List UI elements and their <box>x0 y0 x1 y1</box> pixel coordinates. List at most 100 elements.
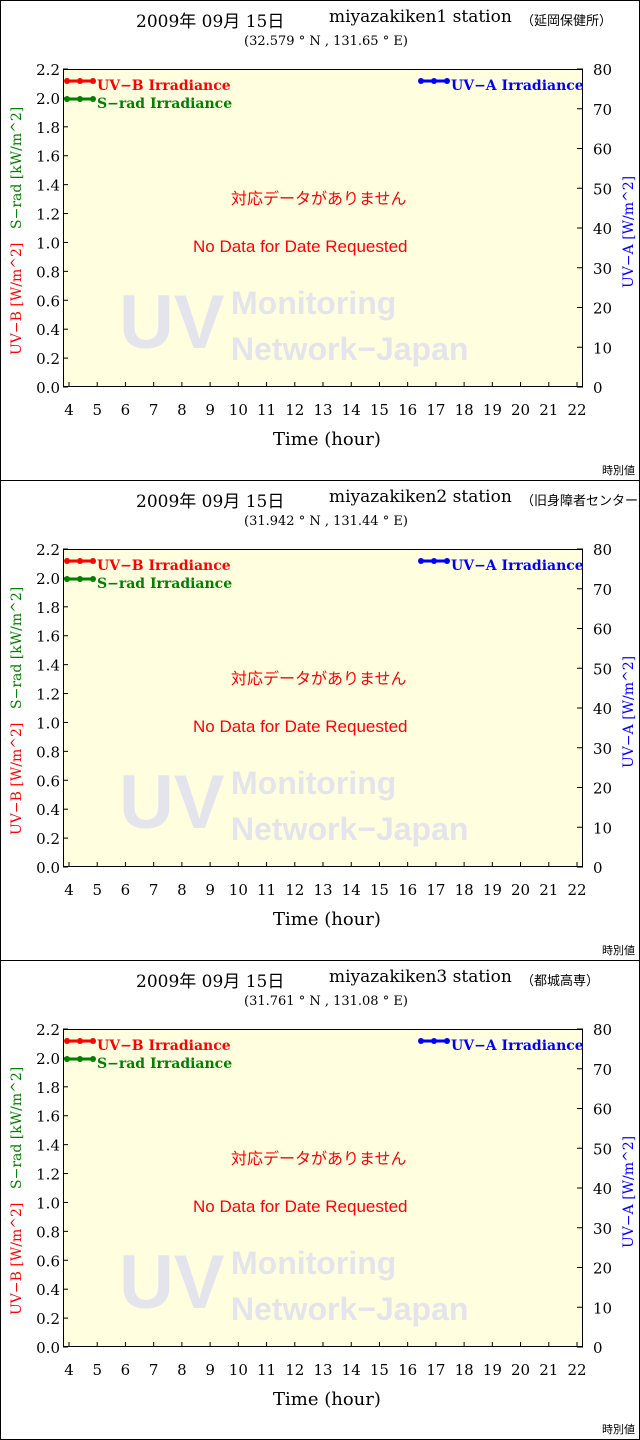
y-left-tick-label: 2.2 <box>36 541 60 559</box>
x-tick-label: 17 <box>426 1361 445 1379</box>
x-tick-label: 6 <box>121 401 131 419</box>
y-right-tick-label: 20 <box>593 300 612 318</box>
y-left-tick-label: 1.6 <box>36 148 60 166</box>
x-tick-label: 18 <box>455 1361 474 1379</box>
x-tick-label: 13 <box>313 1361 332 1379</box>
y-right-tick-label: 10 <box>593 1299 612 1317</box>
no-data-jp: 対応データがありません <box>231 1149 407 1168</box>
legend-marker <box>64 558 70 564</box>
x-tick-label: 16 <box>398 401 417 419</box>
y-left-tick-label: 0.8 <box>36 743 60 761</box>
y-left-tick-label: 2.2 <box>36 1021 60 1039</box>
y-left-tick-label: 0.4 <box>36 801 60 819</box>
legend-marker <box>77 1056 83 1062</box>
y-right-tick-label: 0 <box>593 859 603 877</box>
y-left-tick-label: 0.2 <box>36 830 60 848</box>
y-right-tick-label: 80 <box>593 541 612 559</box>
x-tick-label: 13 <box>313 881 332 899</box>
y-left-tick-label: 2.0 <box>36 570 60 588</box>
legend-label: S−rad Irradiance <box>97 96 232 112</box>
y-left-tick-label: 2.0 <box>36 90 60 108</box>
x-tick-label: 12 <box>285 881 304 899</box>
y-left-tick-label: 0.0 <box>36 379 60 397</box>
y-left-tick-label: 1.8 <box>36 599 60 617</box>
y-right-tick-label: 40 <box>593 700 612 718</box>
watermark-monitoring: Monitoring <box>231 1245 397 1281</box>
chart-panel: 2009年 09月 15日 miyazakiken3 station （都城高専） … <box>0 960 640 1440</box>
x-tick-label: 11 <box>257 401 276 419</box>
legend-marker <box>431 558 437 564</box>
plot-area <box>63 69 583 387</box>
x-tick-label: 15 <box>370 1361 389 1379</box>
y-right-tick-label: 80 <box>593 1021 612 1039</box>
legend-label: S−rad Irradiance <box>97 576 232 592</box>
x-tick-label: 21 <box>539 1361 558 1379</box>
watermark-uv: UV <box>119 1240 225 1325</box>
y-right-tick-label: 70 <box>593 1061 612 1079</box>
legend-marker <box>90 96 96 102</box>
y-left-tick-label: 0.4 <box>36 1281 60 1299</box>
station-jp-name: （都城高専） <box>521 974 600 989</box>
x-tick-label: 7 <box>149 401 159 419</box>
x-tick-label: 7 <box>149 881 159 899</box>
chart-panel: 2009年 09月 15日 miyazakiken1 station （延岡保健所）… <box>0 0 640 480</box>
y-left-tick-label: 0.4 <box>36 321 60 339</box>
y-left-tick-label: 0.8 <box>36 1223 60 1241</box>
y-left-tick-label: 1.8 <box>36 1079 60 1097</box>
y-right-tick-label: 60 <box>593 141 612 159</box>
watermark-monitoring: Monitoring <box>231 285 397 321</box>
x-tick-label: 22 <box>567 881 586 899</box>
x-tick-label: 9 <box>205 881 215 899</box>
y-left-tick-label: 0.2 <box>36 1310 60 1328</box>
no-data-en: No Data for Date Requested <box>193 1197 408 1216</box>
y-right-tick-label: 0 <box>593 1339 603 1357</box>
x-tick-label: 18 <box>455 881 474 899</box>
x-tick-label: 11 <box>257 1361 276 1379</box>
legend-label: UV−A Irradiance <box>451 78 584 94</box>
legend-marker <box>444 1038 450 1044</box>
station-coords: (31.942 ° N , 131.44 ° E) <box>244 514 408 529</box>
legend-marker <box>77 96 83 102</box>
y-right-tick-label: 60 <box>593 1101 612 1119</box>
y-left-tick-label: 0.0 <box>36 859 60 877</box>
x-tick-label: 9 <box>205 1361 215 1379</box>
station-name: miyazakiken1 station <box>329 7 512 27</box>
x-tick-label: 11 <box>257 881 276 899</box>
watermark-network: Network−Japan <box>231 1291 469 1327</box>
y-left-tick-label: 1.2 <box>36 1166 60 1184</box>
y-left-tick-label: 1.6 <box>36 628 60 646</box>
legend-marker <box>90 78 96 84</box>
legend-marker <box>90 1056 96 1062</box>
y-right-tick-label: 40 <box>593 220 612 238</box>
x-tick-label: 14 <box>342 1361 361 1379</box>
no-data-en: No Data for Date Requested <box>193 717 408 736</box>
legend-marker <box>444 78 450 84</box>
y-left-tick-label: 1.0 <box>36 1194 60 1212</box>
legend-label: S−rad Irradiance <box>97 1056 232 1072</box>
legend-label: UV−B Irradiance <box>97 558 231 574</box>
x-tick-label: 7 <box>149 1361 159 1379</box>
x-tick-label: 10 <box>229 401 248 419</box>
chart-date: 2009年 09月 15日 <box>136 492 285 512</box>
legend-marker <box>90 558 96 564</box>
x-tick-label: 8 <box>177 1361 187 1379</box>
y-left-tick-label: 0.6 <box>36 292 60 310</box>
chart-date: 2009年 09月 15日 <box>136 972 285 992</box>
y-left-tick-label: 1.6 <box>36 1108 60 1126</box>
y-right-tick-label: 30 <box>593 260 612 278</box>
x-tick-label: 4 <box>64 1361 74 1379</box>
footer-label: 時別値 <box>602 944 635 957</box>
y-left-tick-label: 1.4 <box>36 1137 60 1155</box>
legend-marker <box>64 1056 70 1062</box>
legend-marker <box>64 96 70 102</box>
watermark-network: Network−Japan <box>231 811 469 847</box>
legend-marker <box>90 576 96 582</box>
x-tick-label: 20 <box>511 881 530 899</box>
y-left-tick-label: 2.2 <box>36 61 60 79</box>
x-tick-label: 8 <box>177 401 187 419</box>
y-left-tick-label: 0.2 <box>36 350 60 368</box>
watermark-uv: UV <box>119 760 225 845</box>
x-axis-label: Time (hour) <box>273 429 381 450</box>
y-right-tick-label: 70 <box>593 581 612 599</box>
x-tick-label: 5 <box>92 881 102 899</box>
